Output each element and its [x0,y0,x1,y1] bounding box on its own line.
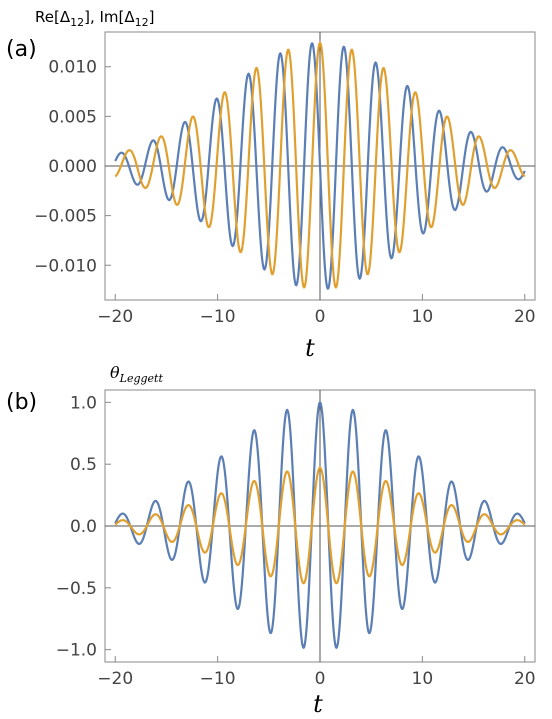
series-line-b-2 [114,466,526,585]
ylabel-b: θLeggett [110,363,163,385]
series-line-a-2 [114,41,526,289]
y-tick-label-a-3: 0.005 [48,107,97,127]
x-tick-label-a-3: 10 [412,307,434,327]
panel-a: Re[Δ12], Im[Δ12] (a) −20 −10 0 10 20 −0.010 −0… [6,8,536,362]
panel-b: θLeggett (b) −20 −10 0 10 20 −1.0 −0.5 0.0 0.5 1.… [6,363,536,718]
xlabel-a: t [305,334,315,362]
x-tick-label-b-1: −10 [200,669,236,689]
x-tick-label-a-1: −10 [200,307,236,327]
x-tick-label-b-0: −20 [97,669,133,689]
y-tick-label-a-2: 0.000 [48,157,97,177]
y-tick-label-a-4: 0.010 [48,58,97,78]
y-tick-label-a-0: −0.010 [34,256,97,276]
x-tick-label-a-0: −20 [97,307,133,327]
y-tick-label-b-2: 0.0 [70,517,97,537]
y-tick-label-b-0: −1.0 [56,641,97,661]
x-tick-label-b-2: 0 [315,669,326,689]
x-tick-label-a-4: 20 [514,307,536,327]
series-line-b-1 [114,400,526,650]
x-tick-label-b-4: 20 [514,669,536,689]
y-tick-label-a-1: −0.005 [34,207,97,227]
y-tick-label-b-1: −0.5 [56,579,97,599]
ylabel-a: Re[Δ12], Im[Δ12] [35,8,155,29]
panel-label-a: (a) [6,37,37,62]
x-tick-label-b-3: 10 [412,669,434,689]
y-tick-label-b-3: 0.5 [70,455,97,475]
panel-label-b: (b) [6,390,37,415]
series-line-a-1 [114,42,526,290]
y-tick-label-b-4: 1.0 [70,393,97,413]
xlabel-b: t [313,690,323,718]
x-tick-label-a-2: 0 [315,307,326,327]
